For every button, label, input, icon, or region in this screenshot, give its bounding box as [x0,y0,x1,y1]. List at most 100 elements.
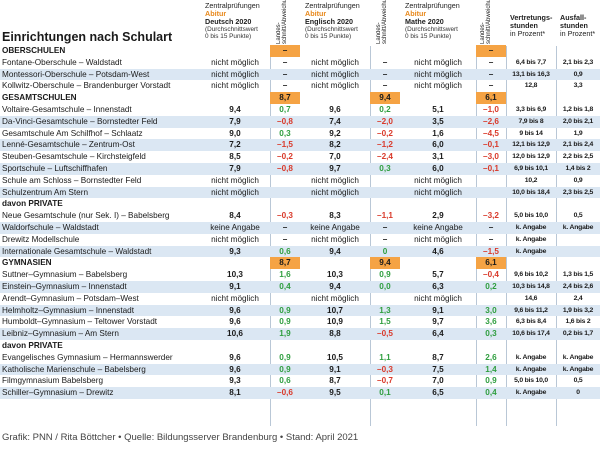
cell-name: Steuben-Gesamtschule – Kirchsteigfeld [2,152,146,162]
table-row: Katholische Marienschule – Babelsberg 9,6… [0,363,600,376]
cell-ed: 0,3 [379,163,391,173]
cell-md: 3,6 [485,317,497,327]
cell-name: Montessori-Oberschule – Potsdam-West [2,69,150,79]
cell-v: 10,3 bis 14,8 [512,282,550,290]
cell-v: 6,9 bis 10,1 [514,164,548,172]
section-header-row: GESAMTSCHULEN 8,7 9,4 6,1 [0,92,600,104]
cell-v: 12,0 bis 12,9 [512,153,550,161]
table-row: Einstein–Gymnasium – Innenstadt 9,1 0,4 9,4… [0,280,600,293]
table-row: Helmholtz–Gymnasium – Innenstadt 9,6 0,9 10… [0,304,600,317]
cell-dd: –0,2 [277,152,293,162]
cell-md: –0,1 [483,140,499,150]
cell-ed: 1,3 [379,305,391,315]
cell-m: nicht möglich [414,187,462,197]
cell-name: Fontane-Oberschule – Waldstadt [2,57,122,67]
cell-d [200,257,270,269]
cell-d: 7,2 [229,140,241,150]
cell-name: Schule am Schloss – Bornstedter Feld [2,175,142,185]
cell-md: –1,0 [483,104,499,114]
cell-md: 0,3 [485,329,497,339]
cell-m: 5,7 [432,270,444,280]
cell-dd: 1,9 [279,329,291,339]
column-divider [370,46,371,426]
cell-dd: 0,4 [279,281,291,291]
cell-ed: –0,3 [377,364,393,374]
cell-ed [370,293,400,305]
cell-md: – [488,81,494,91]
table-row: Neue Gesamtschule (nur Sek. I) – Babelsb… [0,210,600,222]
cell-m: nicht möglich [414,293,462,303]
cell-v: k. Angabe [515,353,547,361]
header-deutsch: Zentralprüfungen Abitur Deutsch 2020 (Du… [205,1,260,41]
cell-dd: 8,7 [270,257,300,270]
cell-d: nicht möglich [211,69,259,79]
header-englisch: Zentralprüfungen Abitur Englisch 2020 (D… [305,1,360,41]
cell-md: 0,2 [485,281,497,291]
cell-a: 2,0 bis 2,1 [562,117,594,125]
header-deviation-deutsch: Landes-schnitt/Abweichung [276,0,288,44]
cell-dd [270,198,300,210]
cell-d: 9,6 [229,364,241,374]
table-row: Schule am Schloss – Bornstedter Feld nich… [0,175,600,187]
table-row: Schiller–Gymnasium – Drewitz 8,1 –0,6 9,5 0,… [0,387,600,399]
cell-e: 9,2 [329,128,341,138]
cell-dd: 8,7 [270,92,300,104]
cell-e: 9,7 [329,163,341,173]
cell-m: 6,5 [432,388,444,398]
cell-e: nicht möglich [311,187,359,197]
cell-dd: – [282,81,288,91]
cell-v: 6,3 bis 8,4 [515,318,547,326]
cell-m: 5,1 [432,104,444,114]
cell-v: 9,6 bis 10,2 [514,271,548,279]
cell-v: 12,1 bis 12,9 [512,141,550,149]
cell-e: 7,4 [329,116,341,126]
cell-e: 9,6 [329,104,341,114]
cell-dd: 0,7 [279,104,291,114]
cell-name: Suttner–Gymnasium – Babelsberg [2,270,128,280]
cell-dd: – [282,234,288,244]
cell-m: nicht möglich [414,81,462,91]
cell-name: Arendt–Gymnasium – Potsdam–West [2,293,139,303]
cell-m: 8,7 [432,352,444,362]
cell-d: nicht möglich [211,187,259,197]
cell-ed [370,175,400,187]
cell-a [556,92,600,104]
section-header-row: OBERSCHULEN – – [0,45,600,57]
cell-d: nicht möglich [211,293,259,303]
cell-dd: 0,9 [279,317,291,327]
table-row: Arendt–Gymnasium – Potsdam–West nicht mög… [0,293,600,305]
cell-dd: –0,8 [277,116,293,126]
cell-m: 3,5 [432,116,444,126]
cell-v: 10,2 [524,176,538,184]
cell-name: Lenné-Gesamtschule – Zentrum-Ost [2,140,135,150]
table-row: Drewitz Modellschule nicht möglich – nicht … [0,234,600,246]
cell-e: 8,2 [329,140,341,150]
table-row: Leibniz–Gymnasium – Am Stern 10,6 1,9 8,8 –0… [0,328,600,340]
cell-name: Leibniz–Gymnasium – Am Stern [2,329,119,339]
table-title: Einrichtungen nach Schulart [2,30,173,44]
cell-md: – [488,69,494,79]
cell-e: 9,4 [329,246,341,256]
cell-md: 0,9 [485,376,497,386]
cell-d: 9,6 [229,317,241,327]
cell-e: nicht möglich [311,175,359,185]
cell-e: 10,5 [327,352,343,362]
cell-d: 8,5 [229,152,241,162]
cell-dd: 0,9 [279,364,291,374]
cell-e [300,198,370,210]
cell-d [200,198,270,210]
cell-m: 3,1 [432,152,444,162]
table-row: Evangelisches Gymnasium – Hermannswerder… [0,352,600,364]
cell-ed [370,187,400,199]
cell-d: 9,4 [229,104,241,114]
cell-m: keine Angabe [413,222,463,232]
cell-e [300,45,370,57]
cell-a: 0,5 [573,212,583,220]
cell-a [556,257,600,269]
cell-ed: – [382,234,388,244]
cell-v: k. Angabe [515,223,547,231]
cell-ed: 0,2 [379,104,391,114]
cell-md [476,293,506,305]
cell-name: Internationale Gesamtschule – Waldstadt [2,246,152,256]
cell-m: 6,4 [432,329,444,339]
